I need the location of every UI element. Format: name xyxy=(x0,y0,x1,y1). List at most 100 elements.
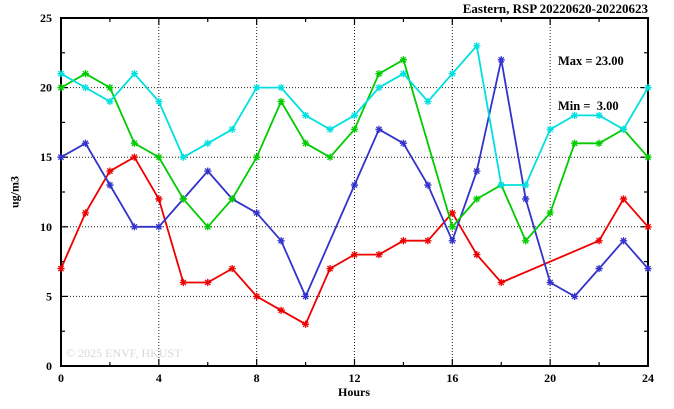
series-blue xyxy=(57,56,652,300)
data-point-marker xyxy=(179,195,187,203)
min-annotation: Min = 3.00 xyxy=(558,99,619,113)
data-point-marker xyxy=(546,209,554,217)
series-cyan xyxy=(57,42,652,189)
data-point-marker xyxy=(473,167,481,175)
data-point-marker xyxy=(155,195,163,203)
data-point-marker xyxy=(522,181,530,189)
chart-title: Eastern, RSP 20220620-20220623 xyxy=(462,1,648,16)
data-point-marker xyxy=(277,306,285,314)
data-point-marker xyxy=(130,70,138,78)
x-tick-label: 8 xyxy=(254,371,260,385)
y-tick-label: 25 xyxy=(40,11,52,25)
series-red-markers xyxy=(57,153,652,328)
data-point-marker xyxy=(497,56,505,64)
data-point-marker xyxy=(81,84,90,92)
data-point-marker xyxy=(644,264,652,273)
data-point-marker xyxy=(106,167,114,175)
data-point-marker xyxy=(399,237,408,245)
data-point-marker xyxy=(155,97,163,106)
y-tick-label: 5 xyxy=(46,289,52,303)
y-tick-label: 0 xyxy=(46,359,52,373)
data-point-marker xyxy=(277,237,285,245)
data-point-marker xyxy=(595,237,603,245)
series-red xyxy=(57,153,652,328)
plot-border xyxy=(60,17,649,367)
data-point-marker xyxy=(375,84,383,92)
data-point-marker xyxy=(301,292,310,300)
data-point-marker xyxy=(448,223,456,231)
series-green xyxy=(57,56,652,245)
data-point-marker xyxy=(448,237,456,245)
data-point-marker xyxy=(228,264,236,273)
data-point-marker xyxy=(522,237,530,245)
data-point-marker xyxy=(375,251,383,259)
data-point-marker xyxy=(399,56,408,64)
data-point-marker xyxy=(644,153,652,161)
data-point-marker xyxy=(204,167,212,175)
data-point-marker xyxy=(155,223,163,231)
data-point-marker xyxy=(350,125,359,133)
data-point-marker xyxy=(326,264,334,273)
data-point-marker xyxy=(375,70,383,78)
data-point-marker xyxy=(228,195,236,203)
data-point-marker xyxy=(522,195,530,203)
data-point-marker xyxy=(253,84,261,92)
watermark: © 2025 ENVF, HKUST xyxy=(66,346,182,360)
x-tick-label: 24 xyxy=(642,371,654,385)
data-point-marker xyxy=(130,153,138,161)
data-point-marker xyxy=(448,70,456,78)
data-point-marker xyxy=(301,320,310,328)
data-point-marker xyxy=(130,139,138,147)
data-point-marker xyxy=(595,139,603,147)
data-point-marker xyxy=(326,125,334,133)
y-tick-labels: 0 5 10 15 20 25 xyxy=(40,11,52,373)
data-point-marker xyxy=(571,111,579,120)
x-tick-label: 16 xyxy=(446,371,458,385)
y-tick-label: 10 xyxy=(40,220,52,234)
data-point-marker xyxy=(301,111,310,120)
data-point-marker xyxy=(350,251,359,259)
data-point-marker xyxy=(424,237,432,245)
data-point-marker xyxy=(595,111,603,120)
data-point-marker xyxy=(228,125,236,133)
data-point-marker xyxy=(277,97,285,106)
data-point-marker xyxy=(204,139,212,147)
data-point-marker xyxy=(155,153,163,161)
y-axis-label: ug/m3 xyxy=(7,175,22,209)
data-point-marker xyxy=(497,278,505,287)
data-point-marker xyxy=(81,209,90,217)
data-point-marker xyxy=(473,195,481,203)
x-axis-label: Hours xyxy=(337,385,371,399)
data-point-marker xyxy=(204,278,212,287)
maxmin-annotation: Max = 23.00 Min = 3.00 xyxy=(558,24,624,144)
data-point-marker xyxy=(595,264,603,273)
data-point-marker xyxy=(106,84,114,92)
data-point-marker xyxy=(81,139,90,147)
data-point-marker xyxy=(399,139,408,147)
data-point-marker xyxy=(424,181,432,189)
data-point-marker xyxy=(106,181,114,189)
series-blue-markers xyxy=(57,56,652,300)
data-point-marker xyxy=(81,70,90,78)
y-tick-label: 15 xyxy=(40,150,52,164)
data-point-marker xyxy=(179,278,187,287)
data-point-marker xyxy=(619,195,628,203)
data-point-marker xyxy=(350,111,359,120)
series-green-line xyxy=(60,58,649,243)
data-point-marker xyxy=(375,125,383,133)
data-point-marker xyxy=(253,292,261,300)
max-annotation: Max = 23.00 xyxy=(558,54,624,68)
data-point-marker xyxy=(57,70,65,78)
x-tick-label: 4 xyxy=(156,371,162,385)
data-point-marker xyxy=(277,84,285,92)
data-point-marker xyxy=(130,223,138,231)
data-point-marker xyxy=(619,237,628,245)
data-point-marker xyxy=(644,223,652,231)
data-point-marker xyxy=(57,84,65,92)
data-point-marker xyxy=(571,292,579,300)
data-point-marker xyxy=(644,84,652,92)
data-point-marker xyxy=(619,125,628,133)
x-tick-label: 12 xyxy=(349,371,361,385)
